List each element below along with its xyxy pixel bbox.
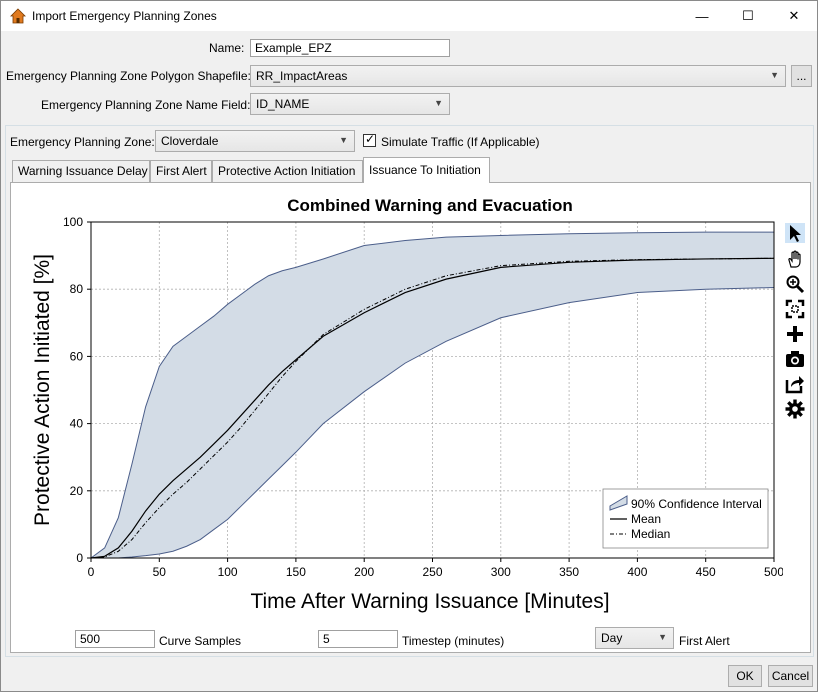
zone-group-box (5, 125, 814, 657)
export-icon[interactable] (785, 374, 805, 394)
zone-value: Cloverdale (161, 134, 219, 148)
y-tick-label: 80 (70, 282, 84, 296)
first-alert-label: First Alert (679, 634, 730, 648)
name-input[interactable]: Example_EPZ (250, 39, 450, 57)
ok-button[interactable]: OK (728, 665, 762, 687)
y-tick-label: 60 (70, 349, 84, 363)
legend-median-label: Median (631, 527, 670, 541)
name-field-label: Emergency Planning Zone Name Field: (41, 98, 251, 112)
curve-samples-input[interactable]: 500 (75, 630, 155, 648)
time-unit-value: Day (601, 631, 623, 645)
confidence-band-area (91, 232, 774, 558)
checkmark-icon: ✓ (365, 132, 376, 146)
gear-icon[interactable] (785, 399, 805, 419)
x-tick-label: 0 (88, 565, 95, 579)
cursor-icon[interactable] (785, 223, 805, 243)
minimize-button[interactable]: — (695, 8, 709, 24)
maximize-button[interactable]: ☐ (742, 8, 754, 23)
browse-button[interactable]: ... (791, 65, 812, 87)
chevron-down-icon: ▼ (434, 98, 443, 108)
curve-samples-label: Curve Samples (159, 634, 242, 648)
plus-icon[interactable] (785, 324, 805, 344)
y-axis-label: Protective Action Initiated [%] (31, 254, 54, 526)
y-tick-label: 40 (70, 417, 84, 431)
title-bar: Import Emergency Planning Zones — ☐ ✕ (1, 1, 817, 31)
chart[interactable]: Combined Warning and Evacuation 0 50 100 15… (11, 184, 783, 616)
zone-label: Emergency Planning Zone: (10, 135, 155, 149)
time-unit-select[interactable]: Day ▼ (595, 627, 674, 649)
legend-mean-label: Mean (631, 512, 661, 526)
name-field-select[interactable]: ID_NAME ▼ (250, 93, 450, 115)
shapefile-select[interactable]: RR_ImpactAreas ▼ (250, 65, 786, 87)
shapefile-label: Emergency Planning Zone Polygon Shapefil… (6, 69, 251, 83)
y-tick-label: 20 (70, 484, 84, 498)
x-tick-label: 250 (422, 565, 442, 579)
legend: 90% Confidence Interval Mean Median (602, 488, 769, 549)
x-axis-label: Time After Warning Issuance [Minutes] (250, 590, 609, 613)
confidence-band-upper (90, 231, 774, 559)
y-tick-label: 100 (63, 215, 83, 229)
x-tick-label: 150 (286, 565, 306, 579)
app-house-icon (10, 8, 26, 24)
chevron-down-icon: ▼ (770, 70, 779, 80)
tab-first-alert[interactable]: First Alert (150, 160, 212, 182)
median-line (90, 257, 775, 559)
confidence-band-lower (91, 287, 775, 559)
legend-box (602, 488, 769, 549)
legend-band-label: 90% Confidence Interval (631, 497, 762, 511)
tab-protective-action-initiation[interactable]: Protective Action Initiation (212, 160, 363, 182)
simulate-traffic-label: Simulate Traffic (If Applicable) (381, 135, 540, 149)
camera-icon[interactable] (785, 349, 805, 369)
shapefile-value: RR_ImpactAreas (256, 69, 348, 83)
tab-issuance-to-initiation[interactable]: Issuance To Initiation (363, 157, 490, 183)
close-button[interactable]: ✕ (788, 8, 800, 23)
chart-title: Combined Warning and Evacuation (287, 196, 573, 215)
hand-icon[interactable] (785, 249, 805, 269)
zone-select[interactable]: Cloverdale ▼ (155, 130, 355, 152)
x-tick-label: 300 (491, 565, 511, 579)
x-tick-label: 200 (354, 565, 374, 579)
chevron-down-icon: ▼ (658, 632, 667, 642)
zoom-extents-icon[interactable] (785, 299, 805, 319)
simulate-traffic-checkbox[interactable]: ✓ (363, 132, 376, 147)
y-tick-label: 0 (76, 551, 83, 565)
x-tick-label: 450 (696, 565, 716, 579)
window-title: Import Emergency Planning Zones (32, 9, 217, 23)
timestep-input[interactable]: 5 (318, 630, 398, 648)
x-tick-label: 50 (153, 565, 167, 579)
x-tick-label: 400 (627, 565, 647, 579)
zoom-icon[interactable] (785, 274, 805, 294)
cancel-button[interactable]: Cancel (768, 665, 813, 687)
tab-warning-issuance-delay[interactable]: Warning Issuance Delay (12, 160, 150, 182)
chevron-down-icon: ▼ (339, 135, 348, 145)
x-tick-label: 350 (559, 565, 579, 579)
confidence-band (90, 231, 775, 559)
chart-lines (90, 257, 775, 559)
timestep-label: Timestep (minutes) (402, 634, 505, 648)
name-field-value: ID_NAME (256, 97, 310, 111)
legend-band-swatch (609, 495, 628, 511)
x-tick-label: 500 (764, 565, 783, 579)
name-label: Name: (209, 41, 245, 55)
chart-ticks: 0 50 100 150 200 250 300 350 400 450 500 0 20 40 60 80 1… (63, 215, 783, 579)
x-tick-label: 100 (218, 565, 238, 579)
mean-line (90, 257, 775, 559)
